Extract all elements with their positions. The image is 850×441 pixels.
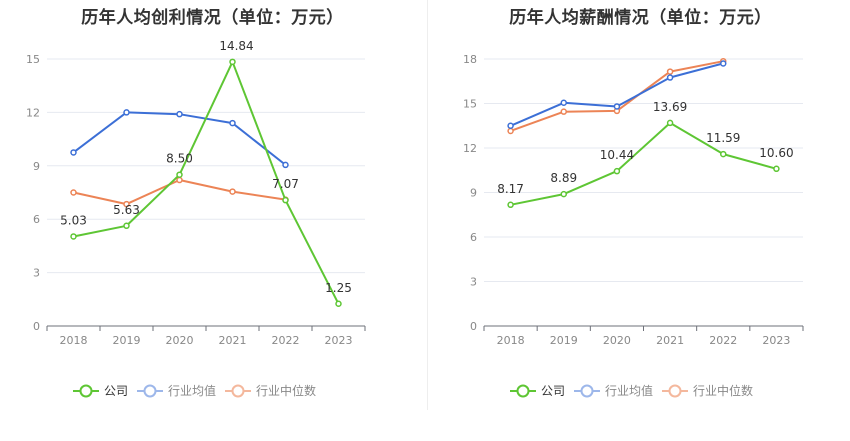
data-label: 8.89 bbox=[550, 171, 577, 185]
legend-label: 公司 bbox=[104, 384, 128, 398]
legend-label: 行业均值 bbox=[168, 383, 216, 398]
legend-item-industry-mean[interactable]: 行业均值 bbox=[137, 383, 216, 398]
series-line-industry-median bbox=[73, 179, 286, 206]
legend-marker-icon bbox=[143, 384, 157, 398]
y-tick-label: 9 bbox=[470, 187, 477, 200]
data-label: 5.03 bbox=[60, 213, 87, 227]
legend-label: 行业中位数 bbox=[693, 383, 753, 398]
data-point bbox=[560, 99, 567, 107]
series-line-industry-mean bbox=[510, 62, 724, 127]
y-tick-label: 6 bbox=[470, 231, 477, 244]
data-point bbox=[229, 58, 236, 66]
legend-item-company[interactable]: 公司 bbox=[510, 384, 565, 398]
y-tick-label: 15 bbox=[26, 53, 40, 66]
data-point bbox=[720, 150, 727, 158]
data-label: 11.59 bbox=[706, 131, 740, 145]
data-label: 1.25 bbox=[325, 281, 352, 295]
data-point bbox=[507, 201, 514, 209]
data-point bbox=[282, 196, 289, 204]
x-tick-label: 2021 bbox=[656, 334, 684, 347]
data-point bbox=[282, 161, 289, 169]
legend-marker-icon bbox=[516, 384, 530, 398]
legend-marker-icon bbox=[231, 384, 245, 398]
data-point bbox=[613, 103, 621, 110]
data-point bbox=[123, 109, 130, 116]
legend-label: 行业中位数 bbox=[256, 383, 316, 398]
y-tick-label: 15 bbox=[463, 98, 477, 111]
chart-title: 历年人均薪酬情况（单位：万元） bbox=[509, 8, 772, 28]
data-point bbox=[773, 165, 780, 173]
x-tick-label: 2020 bbox=[166, 334, 194, 347]
y-tick-label: 3 bbox=[33, 267, 40, 280]
y-tick-label: 18 bbox=[463, 53, 477, 66]
data-point bbox=[229, 119, 236, 127]
y-tick-label: 3 bbox=[470, 276, 477, 289]
data-point bbox=[613, 167, 621, 175]
data-label: 5.63 bbox=[113, 203, 140, 217]
data-point bbox=[335, 300, 342, 307]
data-point bbox=[507, 127, 514, 135]
y-tick-label: 12 bbox=[463, 142, 477, 155]
legend-marker-icon bbox=[79, 384, 93, 398]
data-point bbox=[666, 68, 674, 75]
data-point bbox=[176, 171, 183, 178]
data-label: 13.69 bbox=[653, 100, 687, 114]
data-point bbox=[70, 233, 77, 240]
legend-item-industry-median[interactable]: 行业中位数 bbox=[662, 383, 753, 398]
data-label: 7.07 bbox=[272, 177, 299, 191]
salary-per-capita-chart: 0 3 6 9 12 15 18 2018 2019 2020 2021 2022 2023 8.17 8.… bbox=[463, 53, 804, 398]
y-tick-label: 0 bbox=[470, 320, 477, 333]
legend-marker-icon bbox=[668, 384, 682, 398]
y-tick-label: 9 bbox=[33, 160, 40, 173]
x-tick-label: 2018 bbox=[60, 334, 88, 347]
data-label: 14.84 bbox=[219, 39, 253, 53]
x-tick-label: 2021 bbox=[219, 334, 247, 347]
data-label: 8.50 bbox=[166, 152, 193, 166]
profit-per-capita-chart: 0 3 6 9 12 15 2018 2019 2020 2021 2022 2023 5.03 5.63… bbox=[26, 39, 366, 398]
data-label: 8.17 bbox=[497, 182, 524, 196]
data-point bbox=[70, 149, 77, 156]
x-tick-label: 2020 bbox=[603, 334, 631, 347]
legend-label: 公司 bbox=[541, 384, 565, 398]
legend-label: 行业均值 bbox=[605, 383, 653, 398]
x-tick-label: 2019 bbox=[113, 334, 141, 347]
x-tick-label: 2018 bbox=[497, 334, 525, 347]
data-point bbox=[507, 122, 514, 129]
x-tick-label: 2023 bbox=[325, 334, 353, 347]
data-label: 10.60 bbox=[759, 146, 793, 160]
data-point bbox=[70, 189, 77, 196]
panel-divider bbox=[427, 0, 428, 410]
legend-item-industry-median[interactable]: 行业中位数 bbox=[225, 383, 316, 398]
legend-marker-icon bbox=[580, 384, 594, 398]
x-tick-label: 2019 bbox=[550, 334, 578, 347]
data-point bbox=[560, 190, 567, 198]
y-tick-label: 12 bbox=[26, 106, 40, 119]
x-tick-label: 2022 bbox=[709, 334, 737, 347]
x-tick-label: 2023 bbox=[762, 334, 790, 347]
data-label: 10.44 bbox=[600, 148, 634, 162]
data-point bbox=[229, 188, 236, 195]
data-point bbox=[666, 119, 674, 127]
data-point bbox=[123, 222, 130, 230]
chart-title: 历年人均创利情况（单位：万元） bbox=[81, 8, 344, 28]
data-point bbox=[176, 110, 183, 118]
data-point bbox=[123, 200, 130, 208]
series-line-company bbox=[73, 60, 340, 305]
y-tick-label: 0 bbox=[33, 320, 40, 333]
data-point bbox=[560, 108, 567, 115]
salary-per-capita-panel: 历年人均薪酬情况（单位：万元） 0 3 6 9 12 15 18 2018 2019 2020 20… bbox=[428, 0, 850, 437]
data-point bbox=[720, 60, 727, 67]
profit-per-capita-panel: 历年人均创利情况（单位：万元） 0 3 6 9 12 15 2018 2019 2020 2021… bbox=[0, 0, 425, 437]
y-tick-label: 6 bbox=[33, 213, 40, 226]
series-line-company bbox=[510, 121, 777, 206]
legend-item-company[interactable]: 公司 bbox=[73, 384, 128, 398]
data-point bbox=[176, 176, 183, 184]
x-tick-label: 2022 bbox=[272, 334, 300, 347]
data-point bbox=[666, 74, 674, 81]
legend-item-industry-mean[interactable]: 行业均值 bbox=[574, 383, 653, 398]
